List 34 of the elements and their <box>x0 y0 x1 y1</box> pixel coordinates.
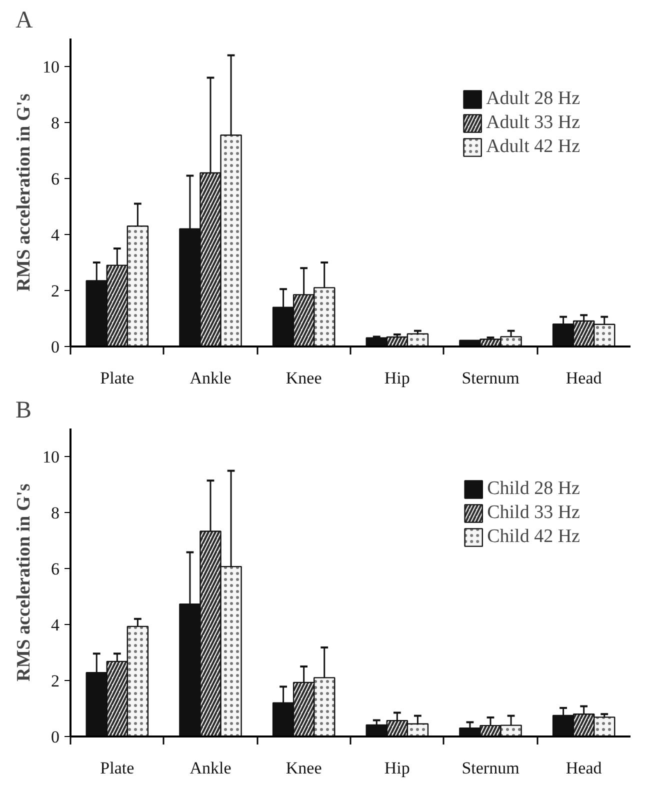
x-tick-label: Head <box>566 758 602 778</box>
legend-label: Child 33 Hz <box>487 502 580 524</box>
x-tick-label: Ankle <box>190 758 232 778</box>
x-tick-label: Hip <box>384 368 410 388</box>
y-tick-label: 4 <box>51 226 60 244</box>
y-tick-label: 6 <box>51 560 60 578</box>
legend-label: Adult 42 Hz <box>486 136 580 158</box>
y-tick-label: 0 <box>51 728 60 746</box>
legend-label: Child 42 Hz <box>487 526 580 548</box>
x-tick-label: Sternum <box>462 758 520 778</box>
y-tick-label: 4 <box>51 616 60 634</box>
x-tick-label: Knee <box>286 368 322 388</box>
x-tick-label: Hip <box>384 758 410 778</box>
y-tick-label: 8 <box>51 114 60 132</box>
y-axis-title: RMS acceleration in G's <box>14 94 34 292</box>
chart-title: B <box>16 398 32 424</box>
x-tick-label: Plate <box>100 758 134 778</box>
x-tick-label: Sternum <box>462 368 520 388</box>
y-tick-label: 6 <box>51 170 60 188</box>
y-tick-label: 2 <box>51 672 60 690</box>
legend-label: Adult 33 Hz <box>486 112 580 134</box>
y-tick-label: 2 <box>51 282 60 300</box>
legend-label: Child 28 Hz <box>487 478 580 500</box>
y-tick-label: 10 <box>42 448 60 466</box>
chart-title: A <box>16 8 34 34</box>
x-tick-label: Head <box>566 368 602 388</box>
y-axis-title: RMS acceleration in G's <box>14 484 34 682</box>
y-tick-label: 0 <box>51 338 60 356</box>
y-tick-label: 10 <box>42 58 60 76</box>
legend-label: Adult 28 Hz <box>486 88 580 110</box>
x-tick-label: Ankle <box>190 368 232 388</box>
y-tick-label: 8 <box>51 504 60 522</box>
x-tick-label: Knee <box>286 758 322 778</box>
x-tick-label: Plate <box>100 368 134 388</box>
